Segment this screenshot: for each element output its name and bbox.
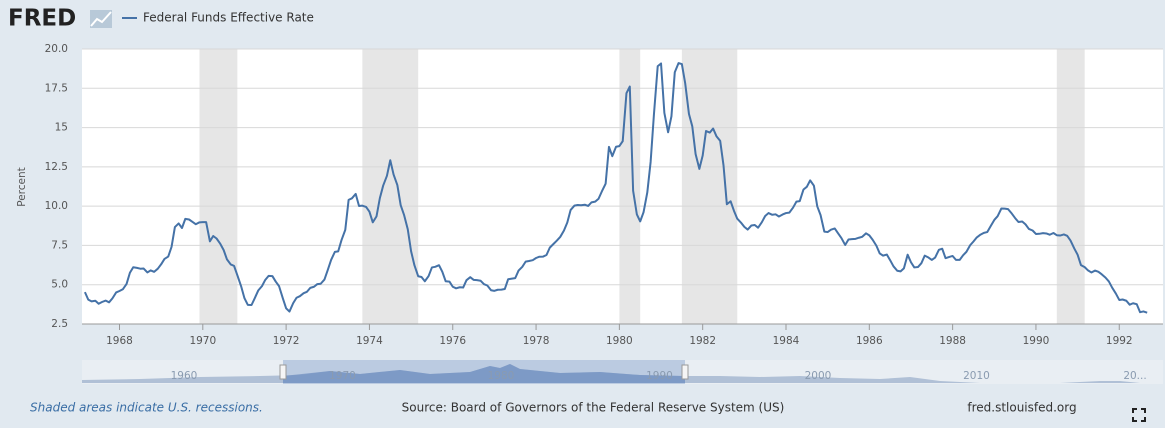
recession-band	[681, 49, 738, 324]
x-tick-label: 1986	[856, 335, 883, 347]
logo: FRED	[8, 6, 76, 32]
x-tick-label: 1976	[439, 335, 466, 347]
y-axis-label: Percent	[16, 167, 28, 207]
x-tick-label: 1980	[606, 335, 633, 347]
recession-band	[199, 49, 238, 324]
x-tick-label: 1970	[189, 335, 216, 347]
x-tick-label: 1990	[1023, 335, 1050, 347]
navigator-label: 20...	[1123, 370, 1146, 382]
y-tick-label: 12.5	[45, 161, 68, 173]
x-tick-label: 1992	[1106, 335, 1133, 347]
fullscreen-icon[interactable]	[1132, 408, 1146, 422]
recession-band	[1056, 49, 1085, 324]
y-tick-label: 5.0	[51, 279, 68, 291]
navigator-label: 1960	[171, 370, 198, 382]
navigator-label: 1980	[488, 370, 515, 382]
x-tick-label: 1982	[689, 335, 716, 347]
y-tick-label: 10.0	[45, 200, 68, 212]
navigator-label: 2000	[805, 370, 832, 382]
y-tick-label: 15	[55, 122, 68, 134]
navigator-label: 2010	[963, 370, 990, 382]
x-tick-label: 1988	[939, 335, 966, 347]
x-tick-label: 1968	[106, 335, 133, 347]
navigator-label: 1990	[646, 370, 673, 382]
y-tick-label: 2.5	[51, 318, 68, 330]
navigator-label: 1970	[329, 370, 356, 382]
series-line	[84, 62, 1148, 314]
recession-band	[362, 49, 419, 324]
x-tick-label: 1978	[523, 335, 550, 347]
x-tick-label: 1974	[356, 335, 383, 347]
y-tick-label: 17.5	[45, 82, 68, 94]
logo-icon	[90, 10, 112, 28]
y-tick-label: 7.5	[51, 239, 68, 251]
y-tick-label: 20.0	[45, 43, 68, 55]
navigator[interactable]: 1960 1970 1980 1990 2000 2010 20...	[82, 360, 1163, 384]
source: Source: Board of Governors of the Federa…	[402, 401, 785, 415]
x-tick-label: 1984	[773, 335, 800, 347]
x-tick-label: 1972	[273, 335, 300, 347]
site-link[interactable]: fred.stlouisfed.org	[967, 401, 1076, 415]
recession-note: Shaded areas indicate U.S. recessions.	[30, 401, 263, 415]
legend-label[interactable]: Federal Funds Effective Rate	[143, 11, 314, 25]
